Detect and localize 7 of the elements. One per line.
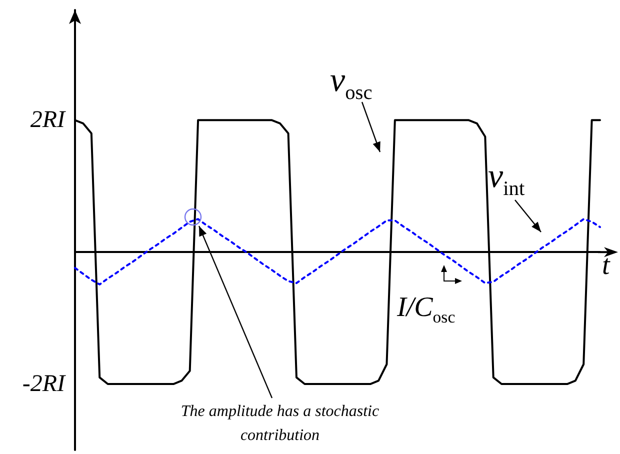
annotation: I/C$_{osc}$: [397, 292, 456, 328]
annotation: The amplitude has a stochastic contribution: [180, 402, 380, 446]
series-label: v$_{osc}$: [330, 62, 372, 105]
y-tick-label: -2RI: [22, 371, 66, 398]
y-tick-label: 2RI: [30, 107, 66, 134]
series-label: v$_{int}$: [488, 158, 525, 201]
x-axis-title: t: [602, 250, 610, 282]
